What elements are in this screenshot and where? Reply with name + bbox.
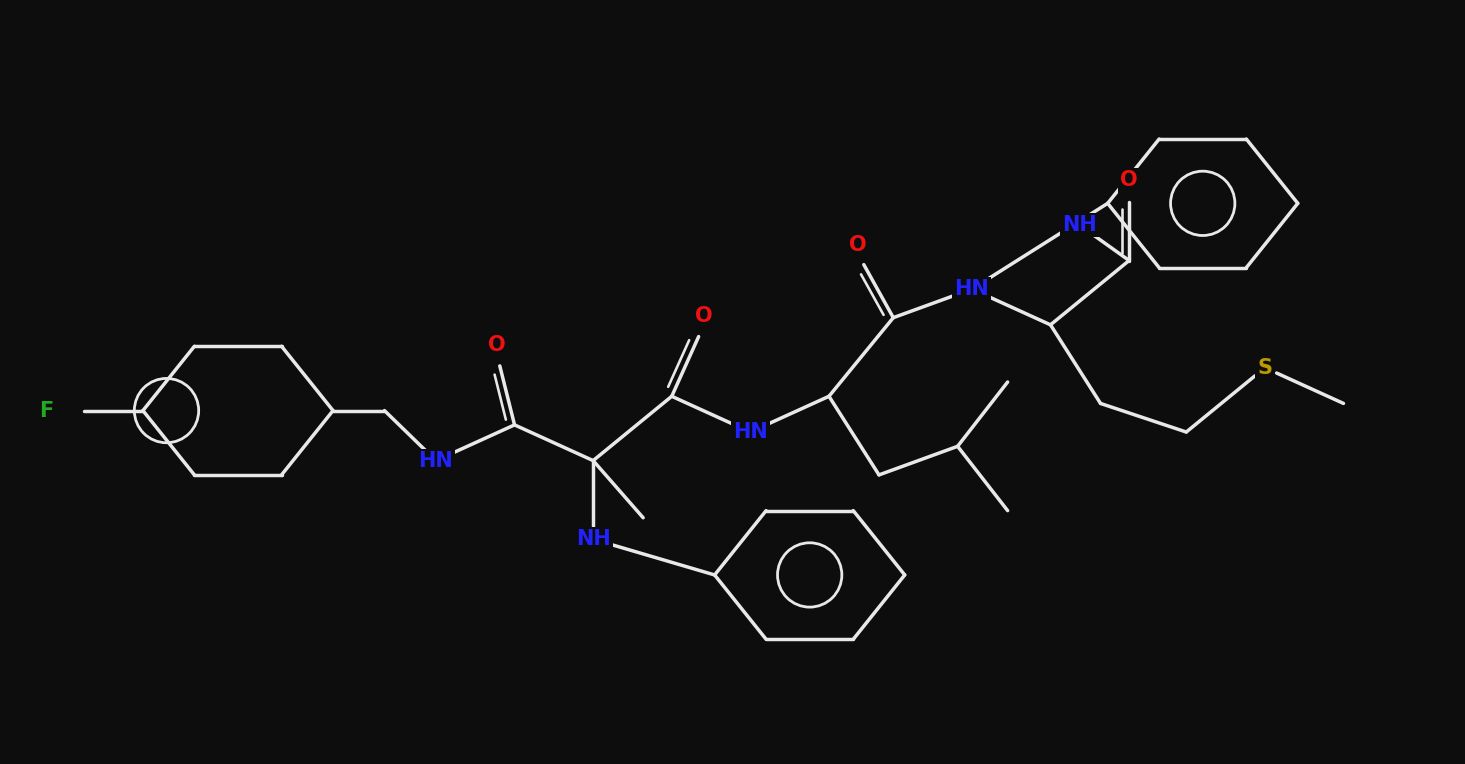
Text: HN: HN	[419, 451, 453, 471]
Text: HN: HN	[955, 279, 989, 299]
Text: NH: NH	[1062, 215, 1096, 235]
Text: O: O	[848, 235, 866, 254]
Text: F: F	[40, 400, 54, 421]
Text: O: O	[694, 306, 713, 326]
Text: HN: HN	[732, 422, 768, 442]
Text: S: S	[1257, 358, 1273, 377]
Text: O: O	[488, 335, 505, 354]
Text: O: O	[1121, 170, 1138, 190]
Text: NH: NH	[576, 529, 611, 549]
